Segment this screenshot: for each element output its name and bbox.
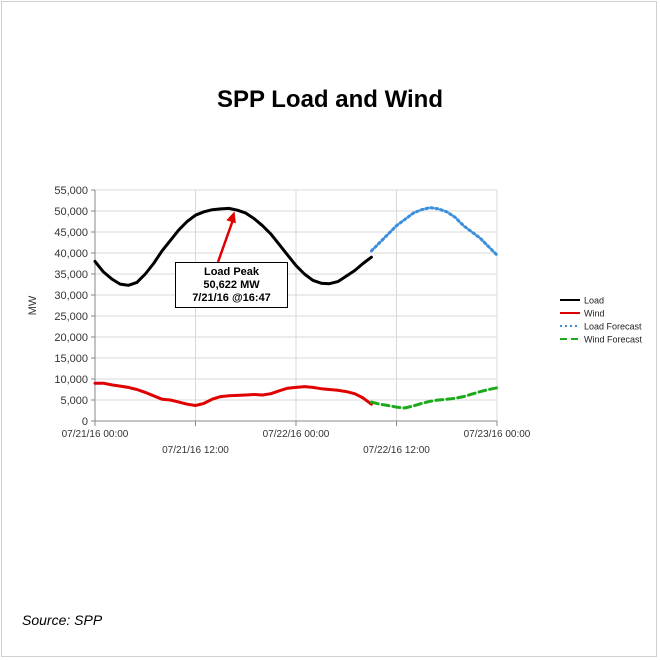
annotation-line-1: Load Peak: [203, 266, 260, 278]
y-tick-label: 40,000: [54, 248, 88, 260]
annotation-arrow-shaft: [216, 217, 235, 263]
x-tick-label: 07/22/16 12:00: [363, 445, 430, 456]
series-lines: [93, 206, 499, 410]
y-tick-label: 50,000: [54, 206, 88, 218]
y-tick-label: 35,000: [54, 269, 88, 281]
y-tick-label: 10,000: [54, 374, 88, 386]
y-tick-label: 0: [82, 416, 88, 428]
x-tick-label: 07/21/16 12:00: [162, 445, 229, 456]
x-tick-label: 07/21/16 00:00: [62, 429, 129, 440]
annotation-arrow-head: [226, 211, 236, 224]
series-wind-line: [93, 381, 373, 407]
annotation-line-2: 50,622 MW: [203, 279, 260, 291]
y-tick-label: 20,000: [54, 332, 88, 344]
chart-title: SPP Load and Wind: [216, 86, 444, 113]
y-tick-label: 25,000: [54, 311, 88, 323]
x-tick-label: 07/23/16 00:00: [464, 429, 531, 440]
y-tick-label: 15,000: [54, 353, 88, 365]
y-tick-label: 55,000: [54, 185, 88, 197]
series-load-forecast-line: [369, 206, 499, 257]
y-tick-label: 5,000: [60, 395, 88, 407]
legend-label: Wind: [584, 309, 605, 319]
y-axis-label: MW: [27, 295, 39, 315]
legend-label: Load Forecast: [584, 322, 642, 332]
axes: [91, 189, 498, 426]
y-tick-labels: 0 5,000 10,000 15,000 20,000 25,000 30,000 35,0…: [54, 185, 88, 428]
legend-label: Wind Forecast: [584, 335, 643, 345]
legend: Load Wind Load Forecast Wind Forecast: [560, 296, 643, 345]
source-note: Source: SPP: [22, 612, 103, 628]
series-wind-forecast-line: [369, 386, 499, 410]
x-tick-label: 07/22/16 00:00: [263, 429, 330, 440]
x-tick-labels: 07/21/16 00:00 07/21/16 12:00 07/22/16 00:…: [62, 429, 531, 456]
series-load-line: [93, 206, 373, 287]
annotation-line-3: 7/21/16 @16:47: [192, 292, 271, 304]
y-tick-label: 30,000: [54, 290, 88, 302]
legend-label: Load: [584, 296, 604, 306]
annotation-arrow: [216, 211, 236, 263]
load-peak-annotation: Load Peak 50,622 MW 7/21/16 @16:47: [175, 262, 288, 308]
y-tick-label: 45,000: [54, 227, 88, 239]
